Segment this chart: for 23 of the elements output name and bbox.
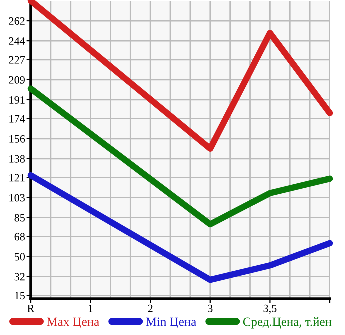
y-tick-label: 32 [14,273,25,281]
y-tick-label: 191 [10,96,25,104]
y-tick-label: 227 [9,56,26,64]
legend-label: Min Цена [146,318,196,329]
y-tick-label: 50 [14,253,26,261]
y-tick-label: 121 [10,174,25,182]
y-tick-label: 244 [9,38,26,45]
x-tick-label: 3 [208,304,213,312]
y-tick-label: 262 [9,18,25,25]
y-tick-label: 209 [9,76,25,84]
x-tick-label: 3,5 [264,304,277,314]
y-tick-label: 156 [10,135,26,143]
x-tick-label: 2 [148,304,153,312]
y-tick-label: 85 [14,214,26,222]
legend-label: Max Цена [47,318,100,329]
y-tick-label: 15 [15,292,26,300]
x-tick-label: 1 [89,304,93,312]
x-tick-label: R [28,304,35,312]
legend-label: Сред.Цена, т.йен [243,318,332,329]
y-tick-label: 68 [14,233,26,241]
y-tick-label: 174 [10,115,26,123]
y-tick-label: 138 [10,155,26,163]
y-tick-label: 103 [10,194,26,202]
